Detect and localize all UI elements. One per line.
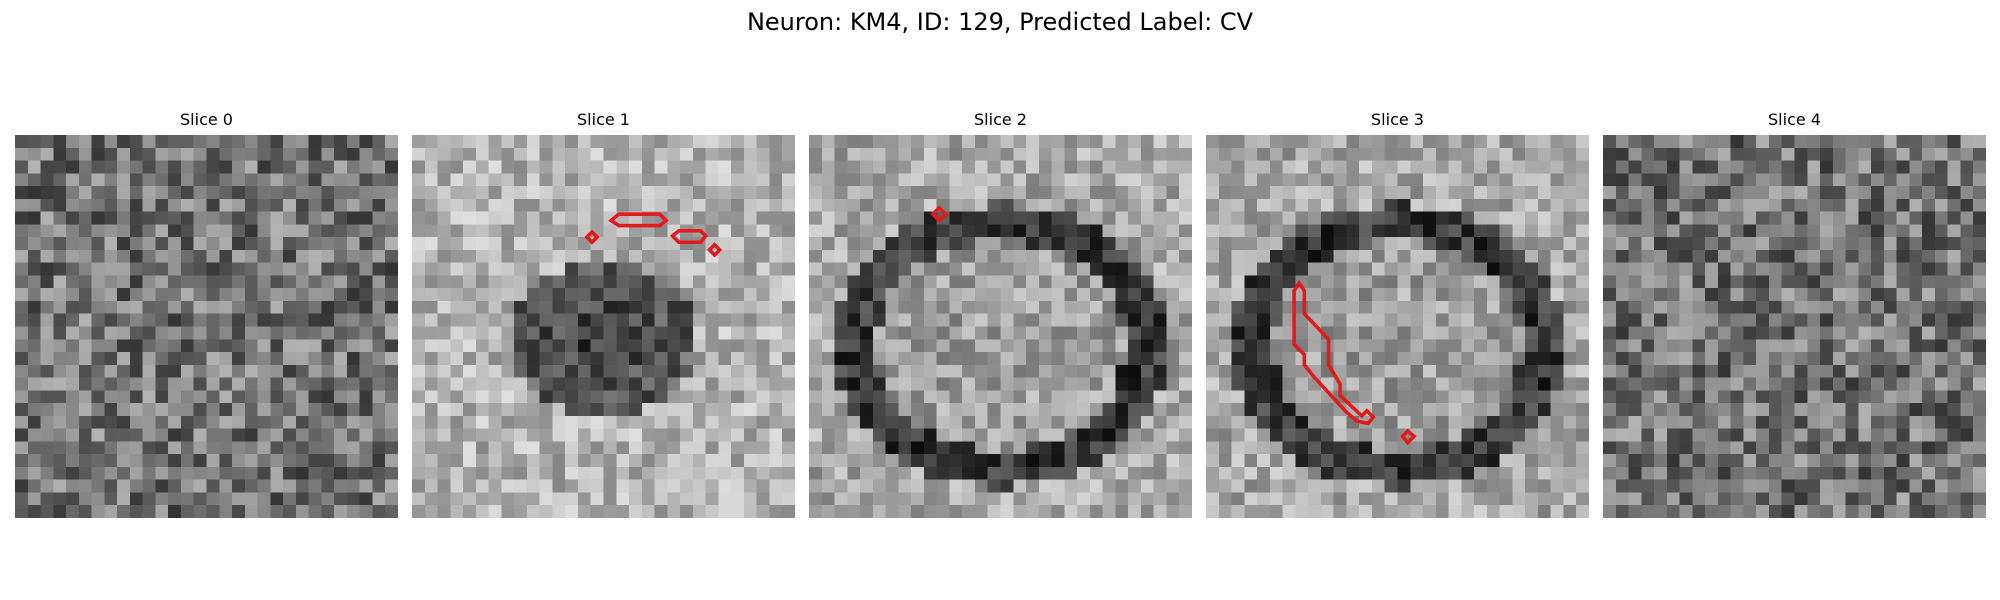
contour-segment: [608, 212, 669, 228]
slice-image: [1603, 135, 1986, 518]
slice-image: [1206, 135, 1589, 518]
slice-title: Slice 4: [1768, 110, 1821, 129]
contour-segment: [706, 242, 723, 258]
contour-overlay: [584, 212, 723, 258]
contour-segment: [930, 205, 949, 224]
slice-image: [412, 135, 795, 518]
slice-panel-2: Slice 2: [809, 110, 1192, 518]
contour-segment: [669, 228, 709, 245]
slice-panel-1: Slice 1: [412, 110, 795, 518]
pixel-grid: [412, 135, 795, 518]
pixel-grid: [1206, 135, 1589, 518]
slice-title: Slice 1: [577, 110, 630, 129]
contour-segment: [584, 229, 600, 245]
slice-image: [809, 135, 1192, 518]
figure-title: Neuron: KM4, ID: 129, Predicted Label: C…: [746, 8, 1254, 36]
contour-overlay: [1292, 279, 1417, 446]
slice-title: Slice 0: [180, 110, 233, 129]
pixel-grid: [809, 135, 1192, 518]
contour-segment: [1292, 279, 1376, 426]
contour-segment: [1400, 428, 1417, 446]
pixel-grid: [1603, 135, 1986, 518]
slice-image: [15, 135, 398, 518]
pixel-grid: [15, 135, 398, 518]
slice-panel-3: Slice 3: [1206, 110, 1589, 518]
slice-title: Slice 3: [1371, 110, 1424, 129]
slice-panel-4: Slice 4: [1603, 110, 1986, 518]
slice-panel-0: Slice 0: [15, 110, 398, 518]
contour-overlay: [930, 205, 949, 224]
slice-title: Slice 2: [974, 110, 1027, 129]
